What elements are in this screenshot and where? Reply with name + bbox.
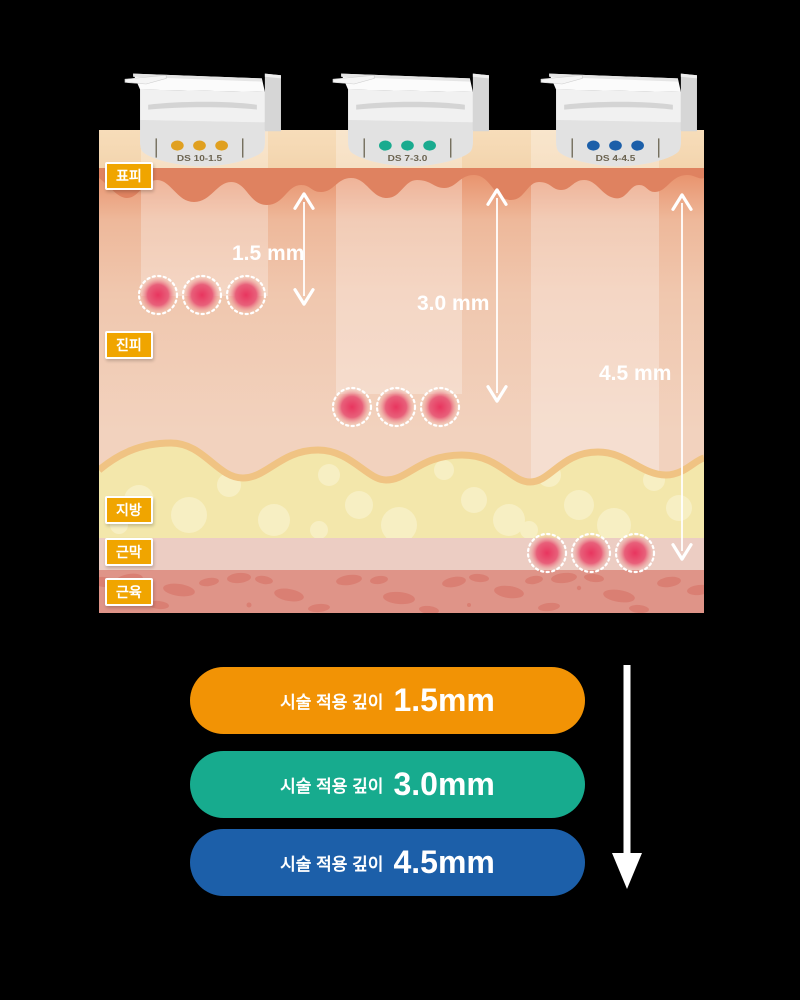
svg-text:DS 4-4.5: DS 4-4.5 [596,154,636,163]
svg-text:DS 7-3.0: DS 7-3.0 [388,154,428,163]
svg-text:DS 10-1.5: DS 10-1.5 [177,154,222,163]
